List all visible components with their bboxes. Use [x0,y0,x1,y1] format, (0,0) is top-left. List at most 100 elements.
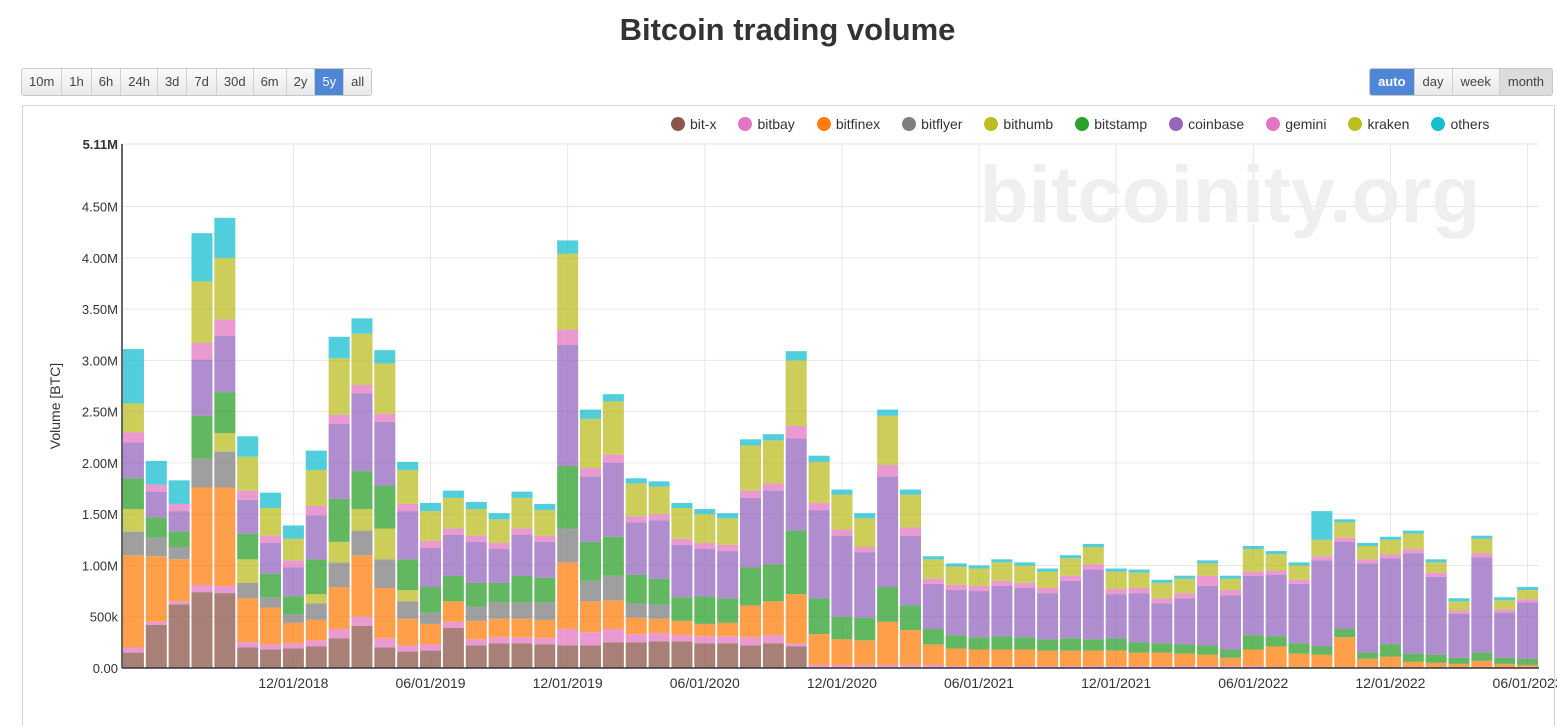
bar-segment-bit-x [442,628,464,668]
legend-item-others[interactable]: others [1431,116,1489,132]
bar-segment-bit-x [168,604,190,668]
bar-segment-bitstamp [557,465,579,529]
bar-segment-bitflyer [557,528,579,563]
bar-segment-kraken [1517,590,1539,600]
bar-segment-coinbase [214,335,236,393]
range-button-24h[interactable]: 24h [121,69,158,95]
bar-segment-gemini [854,546,876,553]
legend-swatch [1075,117,1090,131]
bar-segment-coinbase [1517,602,1539,659]
bar-segment-gemini [511,528,533,535]
bar-segment-bitfinex [397,618,419,646]
aggregation-button-week[interactable]: week [1452,69,1500,95]
bar-segment-others [1037,568,1059,572]
legend-item-bithumb[interactable]: bithumb [984,116,1053,132]
bar-segment-bithumb [351,509,373,531]
bar-segment-kraken [237,456,259,491]
bar-segment-bitfinex [625,617,647,635]
bar-segment-kraken [1334,522,1356,538]
range-button-10m[interactable]: 10m [22,69,63,95]
bar-segment-bitfinex [1494,663,1516,667]
legend-item-gemini[interactable]: gemini [1266,116,1326,132]
range-button-30d[interactable]: 30d [216,69,254,95]
legend-item-bitstamp[interactable]: bitstamp [1075,116,1147,132]
bar-segment-coinbase [899,535,922,606]
x-tick-label: 06/01/2021 [944,675,1014,691]
legend-swatch [671,117,685,131]
bar-segment-gemini [694,542,716,550]
legend-swatch [816,117,831,131]
bar-segment-coinbase [1014,588,1036,638]
bar-segment-coinbase [762,490,784,565]
bar-segment-gemini [1105,589,1127,595]
bar-segment-bitfinex [1402,661,1424,667]
range-button-3d[interactable]: 3d [157,69,188,95]
bar-segment-bitstamp [1425,654,1447,663]
bar-segment-gemini [237,490,259,500]
bar-segment-bitbay [671,635,693,642]
bar-segment-bitstamp [877,586,899,622]
bar-segment-others [1334,519,1356,523]
bar-segment-others [625,478,647,484]
bar-segment-others [1242,545,1264,550]
bar-segment-others [282,525,304,539]
legend-item-bitfinex[interactable]: bitfinex [816,116,880,132]
bar-segment-bitstamp [534,577,556,603]
legend-item-bitflyer[interactable]: bitflyer [902,116,962,132]
bar-segment-others [762,434,784,441]
bar-segment-coinbase [534,541,556,578]
bar-segment-bitstamp [465,582,487,607]
bar-segment-bit-x [214,593,236,668]
bar-segment-bitbay [854,664,876,668]
bar-segment-coinbase [1151,603,1173,644]
range-button-6m[interactable]: 6m [253,69,287,95]
bar-segment-coinbase [557,344,579,466]
bar-segment-gemini [1242,571,1264,576]
bar-segment-gemini [351,384,373,394]
legend-item-coinbase[interactable]: coinbase [1169,116,1244,132]
aggregation-button-month[interactable]: month [1499,69,1552,95]
bar-segment-bitbay [397,645,419,652]
bar-segment-bit-x [602,642,624,668]
bar-segment-bit-x [625,642,647,668]
range-button-5y[interactable]: 5y [315,69,345,95]
bar-segment-coinbase [1197,585,1219,646]
bar-segment-kraken [1402,533,1424,550]
bar-segment-bitstamp [122,478,144,510]
legend-item-bitbay[interactable]: bitbay [738,116,795,132]
bar-segment-kraken [465,509,487,536]
range-button-6h[interactable]: 6h [91,69,122,95]
bar-segment-kraken [1197,563,1219,576]
bar-segment-gemini [808,502,830,511]
range-button-7d[interactable]: 7d [187,69,217,95]
bar-segment-gemini [420,540,442,549]
bar-segment-bithumb [397,590,419,602]
bar-segment-others [1471,535,1493,539]
legend-item-bit-x[interactable]: bit-x [671,116,716,132]
bar-segment-bithumb [374,528,396,560]
range-button-1h[interactable]: 1h [62,69,92,95]
bar-segment-bit-x [739,645,762,668]
bar-segment-bitfinex [739,605,762,638]
range-button-all[interactable]: all [344,69,372,95]
bar-segment-bitbay [420,644,442,651]
bar-segment-kraken [1059,558,1081,576]
bar-segment-bitstamp [1037,639,1059,651]
bar-segment-coinbase [122,442,144,479]
aggregation-button-day[interactable]: day [1414,69,1453,95]
bar-segment-coinbase [1357,563,1379,653]
bar-segment-bit-x [717,643,739,668]
aggregation-button-auto[interactable]: auto [1370,69,1415,95]
bar-segment-bitbay [305,640,327,647]
bar-segment-others [305,450,327,471]
bar-segment-gemini [1379,554,1401,559]
bar-segment-bitfinex [602,600,624,630]
bar-segment-bitflyer [260,597,282,608]
bar-segment-others [648,481,670,487]
range-button-2y[interactable]: 2y [286,69,316,95]
bar-segment-bitstamp [1334,629,1356,638]
bar-segment-bitbay [762,635,784,644]
legend-label: kraken [1367,116,1410,132]
bar-segment-others [397,461,419,471]
legend-item-kraken[interactable]: kraken [1348,116,1409,132]
